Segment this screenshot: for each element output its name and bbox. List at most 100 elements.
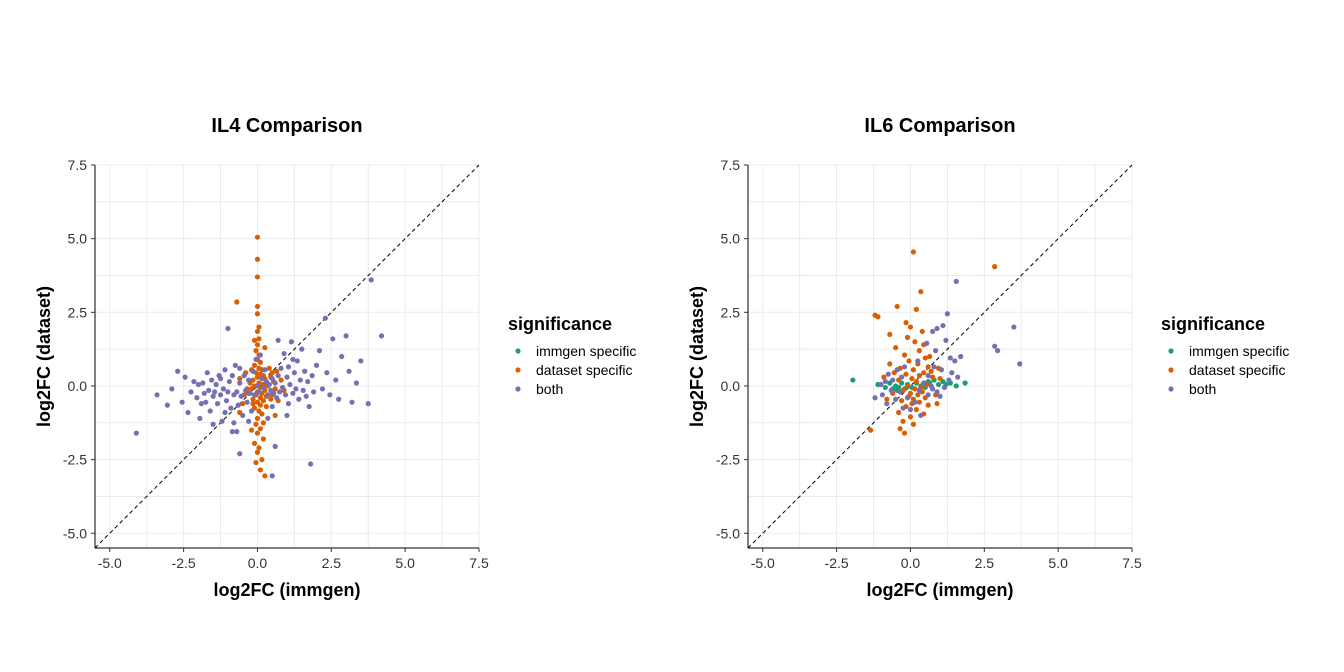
point-dataset-specific <box>254 256 261 262</box>
point-both <box>324 370 330 376</box>
point-both <box>164 402 170 408</box>
point-both <box>240 412 246 419</box>
point-dataset-specific <box>907 414 914 420</box>
point-dataset-specific <box>253 348 259 354</box>
point-both <box>882 378 888 385</box>
x-tick-label: 7.5 <box>1122 555 1142 571</box>
legend-key <box>1168 386 1174 392</box>
point-both <box>294 358 300 364</box>
point-both <box>246 418 252 424</box>
point-dataset-specific <box>248 427 255 433</box>
point-dataset-specific <box>918 289 924 295</box>
point-both <box>944 311 950 317</box>
point-both <box>247 390 253 396</box>
point-dataset-specific <box>887 331 893 338</box>
point-dataset-specific <box>260 436 266 442</box>
legend-label: immgen specific <box>1189 343 1289 359</box>
point-both <box>250 368 256 374</box>
point-both <box>907 406 914 413</box>
x-tick-label: 0.0 <box>901 555 921 571</box>
point-dataset-specific <box>257 402 264 408</box>
point-dataset-specific <box>919 328 925 335</box>
y-tick-label: -5.0 <box>63 525 87 541</box>
point-both <box>288 339 295 345</box>
y-tick-label: 0.0 <box>721 378 741 394</box>
point-both <box>234 429 240 435</box>
point-dataset-specific <box>912 339 918 345</box>
point-both <box>212 389 218 395</box>
point-dataset-specific <box>913 378 919 385</box>
point-both <box>235 402 241 408</box>
points <box>850 249 1023 436</box>
point-both <box>284 412 290 419</box>
point-both <box>278 365 284 371</box>
point-immgen-specific <box>850 377 856 383</box>
point-both <box>222 367 228 373</box>
point-both <box>330 336 336 342</box>
point-dataset-specific <box>930 374 936 380</box>
point-dataset-specific <box>904 334 911 340</box>
point-both <box>234 389 240 395</box>
reference-line-diagonal <box>747 164 1133 549</box>
point-dataset-specific <box>250 396 256 402</box>
point-dataset-specific <box>254 415 261 421</box>
point-dataset-specific <box>916 348 922 354</box>
point-both <box>284 374 290 380</box>
y-tick-label: -2.5 <box>716 452 740 468</box>
point-both <box>916 387 922 393</box>
point-both <box>343 333 349 339</box>
point-dataset-specific <box>256 445 262 451</box>
point-both <box>213 381 219 388</box>
point-both <box>244 399 250 405</box>
point-both <box>269 473 275 479</box>
point-both <box>207 408 213 414</box>
point-both <box>339 353 345 360</box>
y-axis-title: log2FC (dataset) <box>687 286 707 427</box>
point-both <box>275 337 281 343</box>
point-both <box>228 405 234 411</box>
point-both <box>262 367 268 373</box>
point-both <box>309 373 315 379</box>
y-tick-label: 5.0 <box>68 231 88 247</box>
point-both <box>313 362 320 368</box>
point-both <box>225 325 231 332</box>
point-both <box>253 356 259 363</box>
point-both <box>197 415 203 421</box>
reference-line-diagonal <box>94 164 480 549</box>
point-dataset-specific <box>254 303 261 310</box>
point-both <box>229 373 235 379</box>
point-dataset-specific <box>253 459 259 466</box>
legend-key <box>515 348 521 354</box>
point-both <box>222 409 228 416</box>
point-both <box>368 277 374 283</box>
point-both <box>937 393 943 399</box>
point-both <box>885 371 891 377</box>
point-both <box>947 355 953 361</box>
point-dataset-specific <box>887 361 893 367</box>
point-both <box>327 392 333 398</box>
point-dataset-specific <box>254 374 261 380</box>
point-dataset-specific <box>900 418 906 424</box>
point-both <box>878 381 884 388</box>
point-both <box>191 378 197 385</box>
point-dataset-specific <box>274 368 280 374</box>
point-both <box>185 409 191 416</box>
point-dataset-specific <box>240 401 246 407</box>
point-dataset-specific <box>259 411 265 417</box>
x-tick-label: 5.0 <box>1048 555 1068 571</box>
point-both <box>259 375 265 382</box>
point-dataset-specific <box>234 299 240 305</box>
point-both <box>229 429 235 435</box>
point-both <box>287 381 293 388</box>
point-dataset-specific <box>272 386 278 392</box>
point-dataset-specific <box>272 412 278 419</box>
point-both <box>879 392 886 398</box>
point-both <box>303 393 309 399</box>
points <box>133 234 385 479</box>
point-both <box>955 374 961 380</box>
point-dataset-specific <box>881 374 887 380</box>
gridlines <box>748 164 1133 548</box>
point-both <box>226 378 232 385</box>
point-both <box>319 386 326 392</box>
point-both <box>938 367 945 373</box>
